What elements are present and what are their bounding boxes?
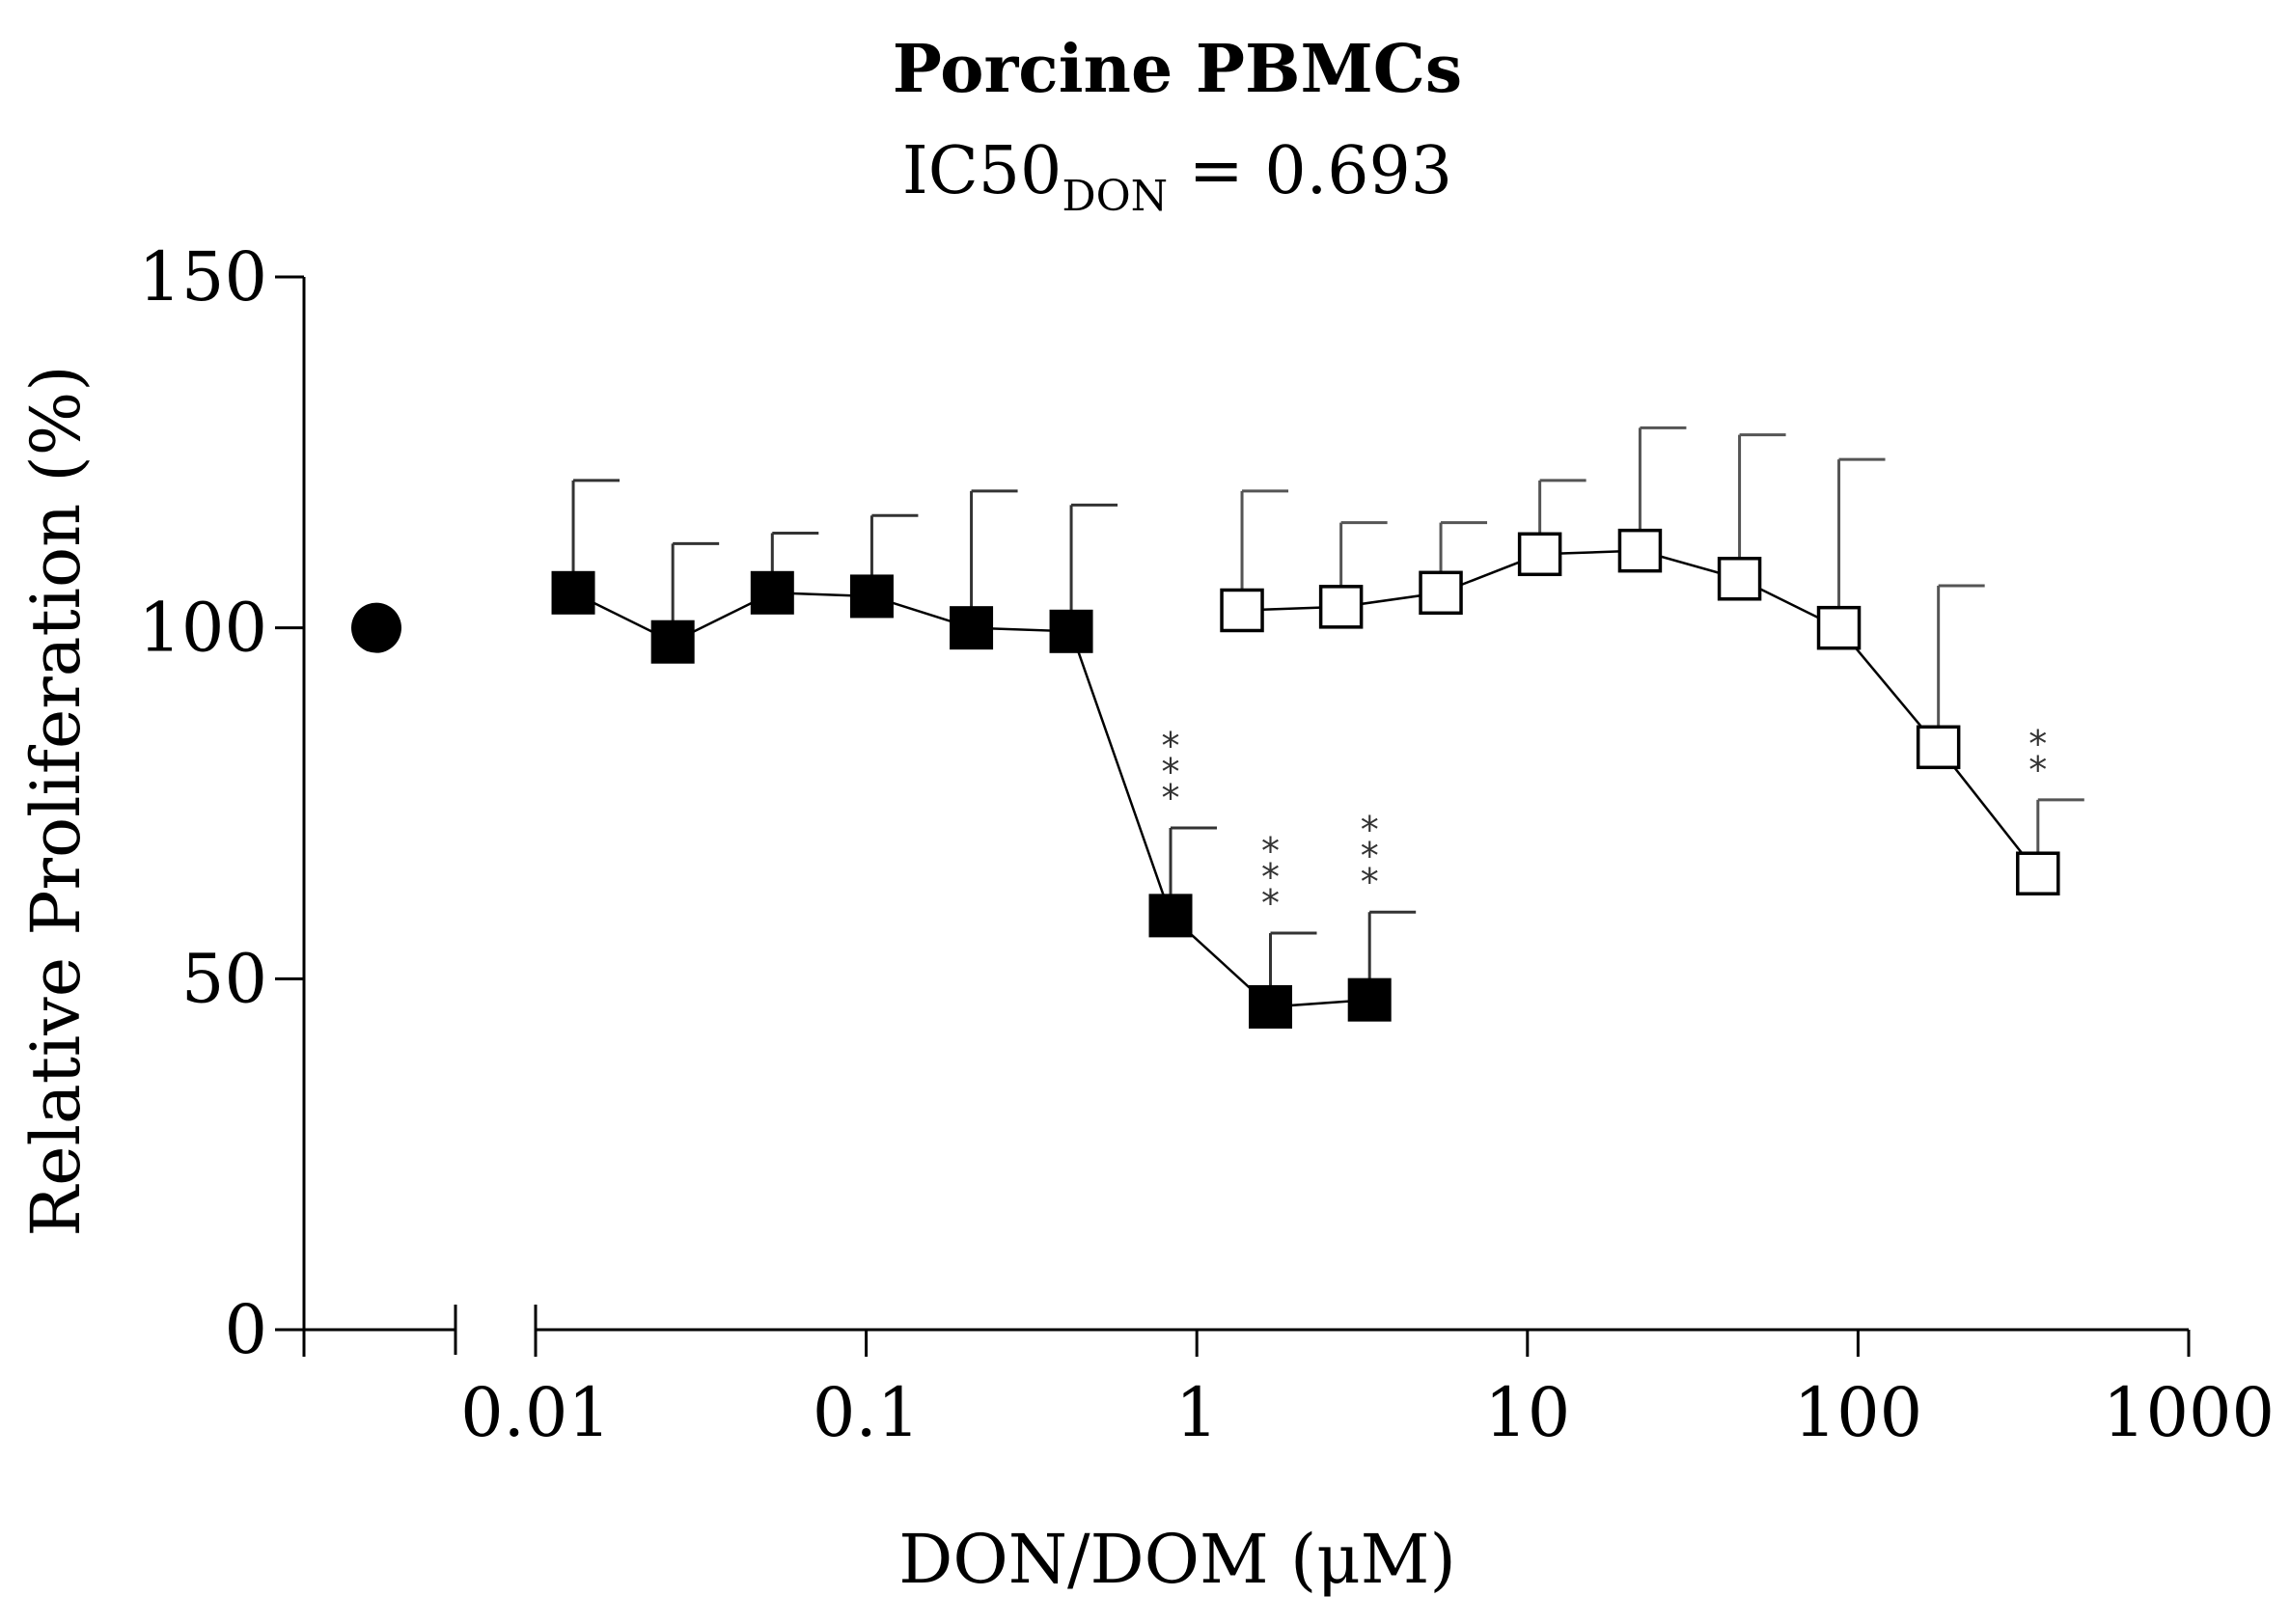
subtitle-prefix: IC50: [902, 133, 1062, 209]
data-point: [1717, 557, 1762, 601]
y-tick-label: 50: [181, 939, 267, 1018]
subtitle-subscript: DON: [1062, 172, 1168, 221]
data-point: [750, 570, 794, 615]
x-tick-label: 1: [1175, 1373, 1219, 1452]
significance-mark: *: [1361, 835, 1379, 877]
significance-mark: *: [1361, 809, 1379, 851]
significance-mark: *: [1361, 861, 1379, 903]
data-point: [1816, 605, 1862, 650]
data-point: [1419, 570, 1463, 616]
y-tick-label: 150: [138, 237, 267, 317]
data-point: [1916, 725, 1961, 770]
series-don: *********: [551, 479, 1417, 1029]
data-point: [1617, 528, 1663, 573]
x-axis-label: DON/DOM (μM): [898, 1520, 1456, 1599]
data-point: [1318, 585, 1364, 629]
subtitle-suffix: = 0.693: [1168, 133, 1452, 209]
data-point: [650, 619, 695, 664]
data-point: [1220, 588, 1264, 633]
significance-mark: *: [1261, 882, 1280, 924]
data-point: [849, 574, 894, 619]
y-axis-label: Relative Proliferation (%): [16, 365, 96, 1236]
x-tick-label: 100: [1794, 1373, 1923, 1452]
x-tick-label: 10: [1484, 1373, 1570, 1452]
data-point: [1517, 532, 1562, 577]
data-point: [2016, 851, 2060, 895]
control-point: [351, 602, 401, 653]
data-point: [551, 570, 595, 615]
significance-mark: *: [1162, 751, 1180, 793]
y-tick-label: 100: [138, 589, 267, 668]
significance-mark: *: [2028, 723, 2047, 765]
chart-subtitle: IC50DON = 0.693: [902, 133, 1452, 221]
significance-mark: *: [1162, 725, 1180, 767]
x-tick-label: 0.01: [460, 1373, 611, 1452]
data-point: [1148, 894, 1193, 938]
x-tick-label: 0.1: [813, 1373, 920, 1452]
significance-mark: *: [1261, 856, 1280, 898]
data-point: [1249, 984, 1293, 1029]
significance-mark: *: [1261, 830, 1280, 872]
chart-title: Porcine PBMCs: [893, 31, 1462, 108]
x-tick-label: 1000: [2103, 1373, 2275, 1452]
significance-mark: *: [2028, 749, 2047, 791]
data-point: [950, 606, 994, 650]
series-dom: **: [1220, 426, 2084, 895]
data-point: [1347, 977, 1392, 1022]
data-point: [1049, 609, 1093, 653]
y-tick-label: 0: [224, 1290, 267, 1369]
significance-mark: *: [1162, 777, 1180, 819]
